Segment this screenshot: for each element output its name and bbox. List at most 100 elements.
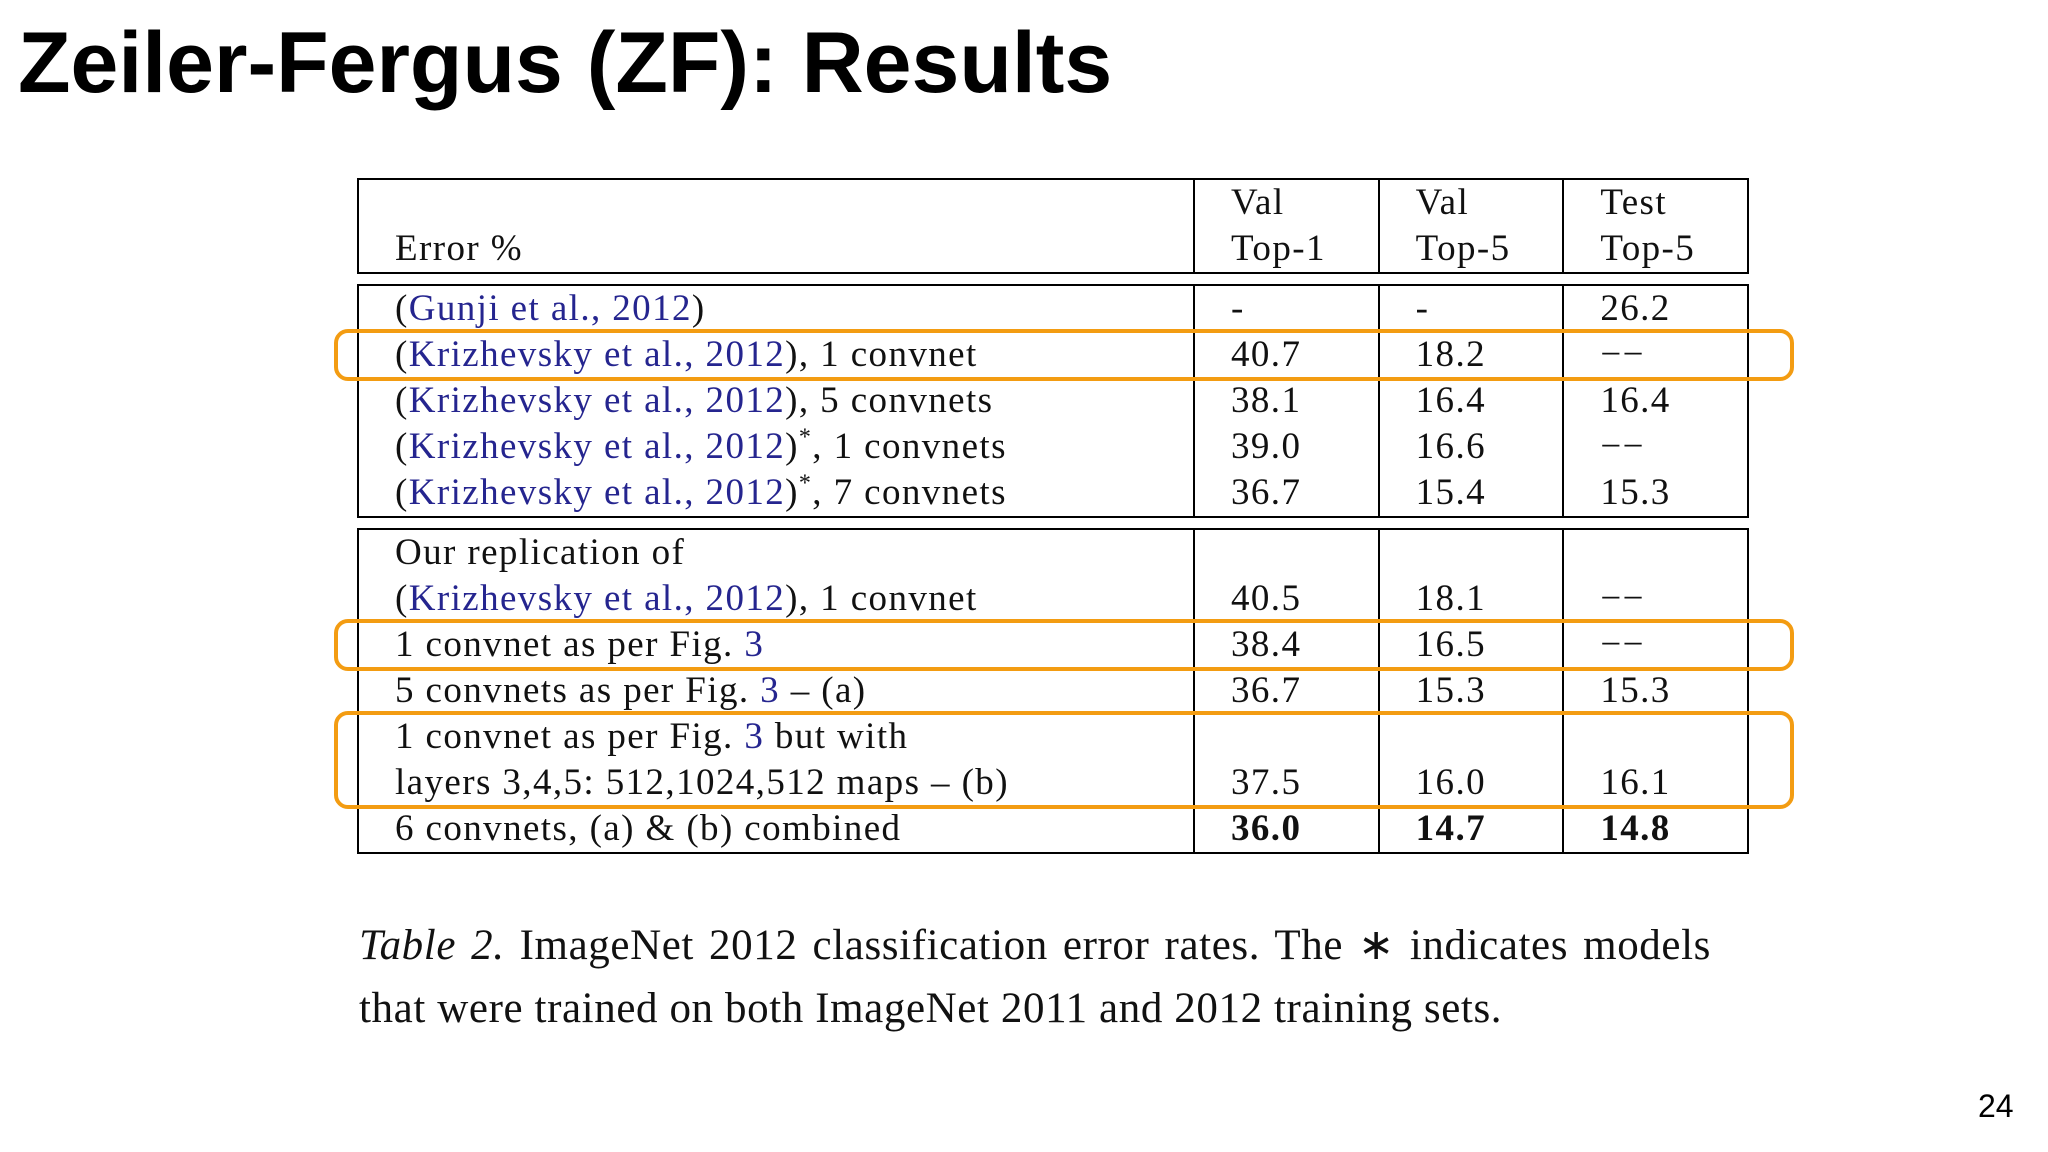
value-cell: 15.3 <box>1377 668 1564 714</box>
row-label: Our replication of (Krizhevsky et al., 20… <box>358 529 1194 622</box>
value-cell: 40.5 <box>1193 529 1379 622</box>
label-text: but with <box>764 716 909 757</box>
table-row: 5 convnets as per Fig. 3 – (a) 36.7 15.3 15… <box>358 668 1748 714</box>
header-text: Error % <box>395 228 523 269</box>
label-text: ), 1 convnet <box>785 334 978 375</box>
slide-title: Zeiler-Fergus (ZF): Results <box>18 15 1113 111</box>
value-cell: −− <box>1562 424 1748 470</box>
value-cell: 14.8 <box>1562 806 1748 853</box>
value-cell: 16.0 <box>1377 714 1564 806</box>
row-label: 6 convnets, (a) & (b) combined <box>358 806 1194 853</box>
results-table: Error % Val Top-1 Val Top-5 Test Top-5 (Gunji e… <box>357 178 1749 864</box>
label-text: , 1 convnets <box>812 426 1007 467</box>
header-text: Val <box>1415 182 1470 223</box>
value-cell: 18.1 <box>1377 529 1564 622</box>
label-text: layers 3,4,5: 512,1024,512 maps – (b) <box>395 762 1009 803</box>
label-text: , 7 convnets <box>812 472 1007 513</box>
value-cell: 15.3 <box>1562 470 1748 517</box>
citation: 3 <box>744 624 765 665</box>
table-row: (Krizhevsky et al., 2012), 5 convnets 38.… <box>358 378 1748 424</box>
citation: Krizhevsky et al., 2012 <box>408 472 786 513</box>
label-text: ( <box>395 288 409 329</box>
citation: Krizhevsky et al., 2012 <box>408 578 786 619</box>
value-cell: 36.7 <box>1193 470 1379 517</box>
value-cell: −− <box>1562 529 1748 622</box>
label-text: Our replication of <box>395 532 686 573</box>
label-text: 1 convnet as per Fig. <box>395 716 745 757</box>
table-row: 6 convnets, (a) & (b) combined 36.0 14.7 14… <box>358 806 1748 853</box>
value-cell: 16.6 <box>1377 424 1564 470</box>
value-cell: 39.0 <box>1193 424 1379 470</box>
label-text: ) <box>785 472 799 513</box>
value-cell: 16.1 <box>1562 714 1748 806</box>
asterisk: * <box>798 470 813 497</box>
table-row: (Krizhevsky et al., 2012)*, 1 convnets 39… <box>358 424 1748 470</box>
citation: 3 <box>760 670 781 711</box>
header-cell: Error % <box>358 179 1194 273</box>
header-text: Top-1 <box>1231 228 1326 269</box>
table-group: (Gunji et al., 2012) - -26.2 (Krizhevsky et… <box>357 284 1749 518</box>
row-label: (Krizhevsky et al., 2012)*, 1 convnets <box>358 424 1194 470</box>
value-cell: 40.7 <box>1193 332 1379 378</box>
label-text: ( <box>395 426 409 467</box>
label-text: ) <box>691 288 706 329</box>
table-row: (Krizhevsky et al., 2012), 1 convnet 40.7… <box>358 332 1748 378</box>
value-cell: 38.4 <box>1193 622 1379 668</box>
label-text: 1 convnet as per Fig. <box>395 624 745 665</box>
table-caption: Table 2. ImageNet 2012 classification er… <box>359 914 1711 1040</box>
value-cell: 16.5 <box>1377 622 1564 668</box>
table-header: Error % Val Top-1 Val Top-5 Test Top-5 <box>357 178 1749 274</box>
value-cell: 15.4 <box>1377 470 1564 517</box>
row-label: (Krizhevsky et al., 2012), 5 convnets <box>358 378 1194 424</box>
citation: Krizhevsky et al., 2012 <box>408 334 786 375</box>
row-label: (Gunji et al., 2012) <box>358 285 1194 332</box>
value-cell: 36.0 <box>1193 806 1379 853</box>
label-text: ( <box>395 380 409 421</box>
citation: 3 <box>744 716 765 757</box>
label-text: 6 convnets, (a) & (b) combined <box>395 808 902 849</box>
row-label: 1 convnet as per Fig. 3 <box>358 622 1194 668</box>
label-text: ( <box>395 578 409 619</box>
header-text: Top-5 <box>1415 228 1511 269</box>
table-row: (Gunji et al., 2012) - -26.2 <box>358 285 1748 332</box>
page-number: 24 <box>1978 1088 2014 1124</box>
header-text: Test <box>1600 182 1668 223</box>
table-row: Our replication of (Krizhevsky et al., 20… <box>358 529 1748 622</box>
value-cell: 16.4 <box>1377 378 1564 424</box>
table-row: 1 convnet as per Fig. 3 but with layers 3… <box>358 714 1748 806</box>
label-text: ( <box>395 334 409 375</box>
header-row: Error % Val Top-1 Val Top-5 Test Top-5 <box>358 179 1748 273</box>
value-cell: - <box>1193 285 1379 332</box>
row-label: 1 convnet as per Fig. 3 but with layers 3… <box>358 714 1194 806</box>
value-cell: - <box>1377 285 1564 332</box>
label-text: ), 5 convnets <box>785 380 994 421</box>
caption-text: ImageNet 2012 classification error rates… <box>359 922 1711 1032</box>
value-cell: 15.3 <box>1562 668 1748 714</box>
header-text: Top-5 <box>1600 228 1696 269</box>
row-label: (Krizhevsky et al., 2012), 1 convnet <box>358 332 1194 378</box>
value-cell: 26.2 <box>1562 285 1748 332</box>
table-row: (Krizhevsky et al., 2012)*, 7 convnets 36… <box>358 470 1748 517</box>
table-row: 1 convnet as per Fig. 3 38.4 16.5 −− <box>358 622 1748 668</box>
value-cell: 37.5 <box>1193 714 1379 806</box>
row-label: 5 convnets as per Fig. 3 – (a) <box>358 668 1194 714</box>
row-label: (Krizhevsky et al., 2012)*, 7 convnets <box>358 470 1194 517</box>
value-cell: 36.7 <box>1193 668 1379 714</box>
header-cell: Test Top-5 <box>1562 179 1748 273</box>
citation: Krizhevsky et al., 2012 <box>408 380 786 421</box>
value-cell: 16.4 <box>1562 378 1748 424</box>
value-cell: 14.7 <box>1377 806 1564 853</box>
value-cell: 18.2 <box>1377 332 1564 378</box>
header-cell: Val Top-5 <box>1377 179 1564 273</box>
table-group: Our replication of (Krizhevsky et al., 20… <box>357 528 1749 854</box>
value-cell: 38.1 <box>1193 378 1379 424</box>
citation: Gunji et al., 2012 <box>408 288 692 329</box>
header-text: Val <box>1231 182 1285 223</box>
label-text: ) <box>785 426 799 467</box>
label-text: ( <box>395 472 409 513</box>
label-text: 5 convnets as per Fig. <box>395 670 761 711</box>
citation: Krizhevsky et al., 2012 <box>408 426 786 467</box>
value-cell: −− <box>1562 622 1748 668</box>
header-cell: Val Top-1 <box>1193 179 1379 273</box>
